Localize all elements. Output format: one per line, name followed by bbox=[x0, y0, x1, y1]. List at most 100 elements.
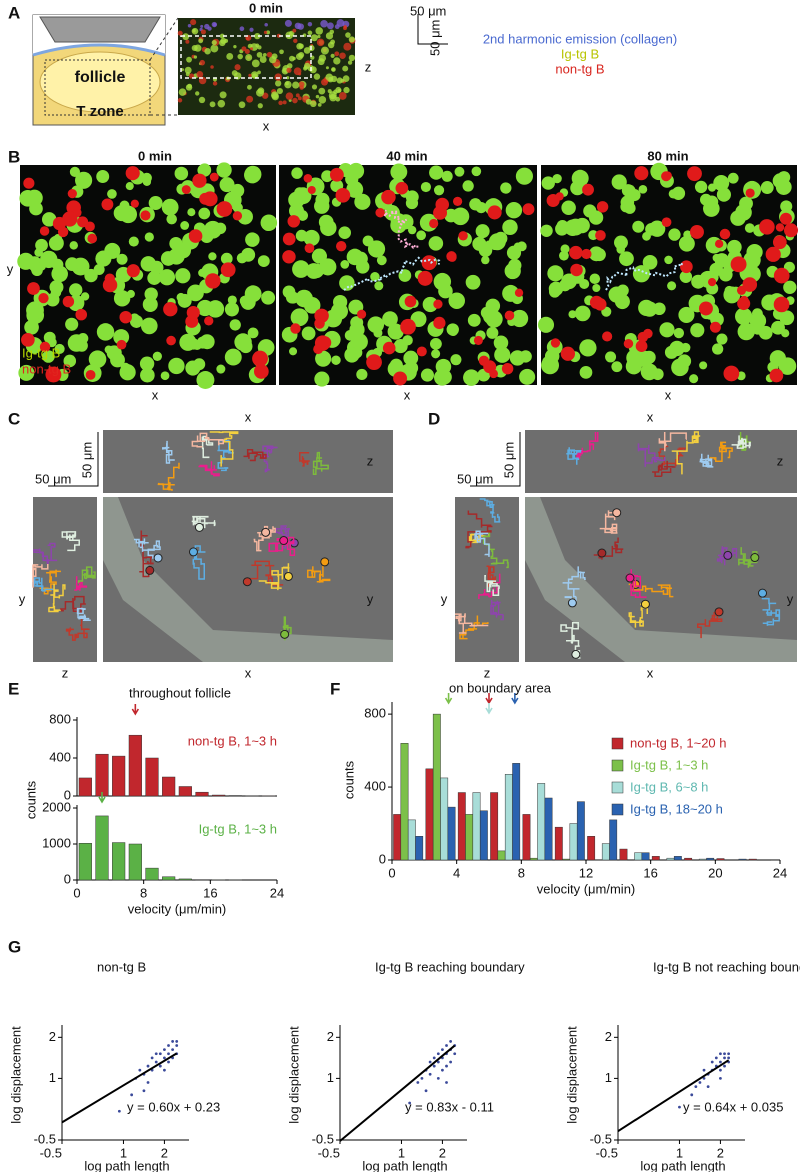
track bbox=[61, 531, 80, 552]
cell bbox=[375, 207, 385, 218]
cell bbox=[680, 260, 693, 274]
track bbox=[479, 498, 501, 523]
bar bbox=[537, 783, 546, 861]
cell bbox=[352, 183, 362, 193]
cell bbox=[214, 222, 227, 235]
track bbox=[626, 569, 647, 599]
track bbox=[198, 461, 220, 477]
y-tick-label: 1 bbox=[327, 1070, 334, 1085]
cell bbox=[219, 33, 225, 39]
axis-label: y bbox=[367, 591, 374, 606]
cell bbox=[63, 354, 77, 368]
cell bbox=[41, 212, 57, 227]
legend-item: Ig-tg B, 1~3 h bbox=[630, 757, 708, 772]
cell bbox=[282, 232, 296, 246]
cell bbox=[783, 280, 797, 294]
track-end bbox=[640, 599, 650, 609]
cell bbox=[340, 260, 350, 269]
fit-equation: y = 0.60x + 0.23 bbox=[127, 1099, 220, 1114]
panel-label: D bbox=[428, 409, 440, 428]
cell bbox=[433, 185, 445, 196]
x-tick-label: 24 bbox=[773, 865, 787, 880]
bar bbox=[162, 876, 176, 881]
cell bbox=[295, 289, 313, 308]
cell bbox=[163, 302, 178, 317]
cell bbox=[24, 319, 39, 335]
track bbox=[243, 449, 267, 462]
cell bbox=[678, 306, 695, 323]
bar bbox=[178, 786, 192, 797]
follicle-label: follicle bbox=[75, 69, 126, 86]
cell bbox=[249, 27, 254, 32]
cell bbox=[561, 200, 576, 216]
cell bbox=[23, 177, 35, 189]
track bbox=[383, 209, 419, 250]
cell bbox=[730, 256, 747, 273]
cell bbox=[298, 43, 304, 49]
cell bbox=[522, 203, 535, 216]
y-tick-label: 0 bbox=[64, 787, 71, 802]
cell bbox=[433, 299, 443, 309]
point bbox=[678, 1105, 681, 1109]
axis-label: z bbox=[484, 665, 491, 680]
cell bbox=[344, 347, 360, 363]
collagen-line bbox=[32, 43, 166, 57]
objective bbox=[39, 16, 161, 43]
bar bbox=[490, 792, 499, 861]
bar bbox=[400, 743, 409, 861]
cell bbox=[43, 331, 56, 344]
cell bbox=[751, 308, 763, 320]
point bbox=[171, 1048, 175, 1052]
point bbox=[420, 1076, 424, 1080]
point bbox=[727, 1052, 731, 1056]
track bbox=[262, 445, 278, 473]
cell bbox=[664, 255, 673, 265]
cell bbox=[284, 19, 292, 27]
track bbox=[599, 510, 618, 534]
y-tick-label: -0.5 bbox=[34, 1131, 56, 1146]
axis-label: x bbox=[404, 387, 411, 402]
point bbox=[167, 1052, 170, 1056]
cell bbox=[624, 202, 636, 214]
cell bbox=[161, 198, 179, 216]
cell bbox=[204, 47, 211, 55]
cell bbox=[245, 53, 253, 61]
cell bbox=[707, 183, 717, 192]
cell bbox=[334, 51, 340, 57]
axis-label: z bbox=[367, 453, 374, 468]
bar bbox=[440, 777, 449, 861]
cell bbox=[174, 166, 189, 181]
y-tick-label: 2 bbox=[327, 1029, 334, 1044]
bar bbox=[212, 794, 226, 797]
point bbox=[158, 1052, 162, 1056]
point bbox=[167, 1060, 170, 1064]
point bbox=[449, 1040, 453, 1043]
track bbox=[658, 432, 687, 452]
cell bbox=[667, 281, 677, 291]
tracks bbox=[32, 430, 797, 662]
track bbox=[628, 603, 649, 628]
cell bbox=[120, 362, 131, 373]
track bbox=[275, 525, 296, 549]
track-end bbox=[723, 550, 733, 560]
cell bbox=[67, 334, 86, 352]
track bbox=[731, 435, 751, 449]
cell bbox=[96, 170, 110, 183]
cell bbox=[671, 358, 689, 377]
cell bbox=[441, 170, 453, 182]
cell bbox=[723, 365, 740, 382]
point bbox=[171, 1040, 175, 1043]
point bbox=[163, 1056, 166, 1060]
cell bbox=[158, 269, 176, 286]
cell bbox=[248, 73, 252, 78]
cell bbox=[393, 339, 408, 354]
cell bbox=[416, 230, 427, 241]
track bbox=[192, 545, 206, 580]
cell bbox=[614, 235, 628, 250]
track bbox=[32, 577, 55, 592]
cell bbox=[568, 310, 577, 319]
cell bbox=[596, 201, 609, 213]
track-end bbox=[320, 557, 330, 567]
cell bbox=[724, 285, 735, 296]
